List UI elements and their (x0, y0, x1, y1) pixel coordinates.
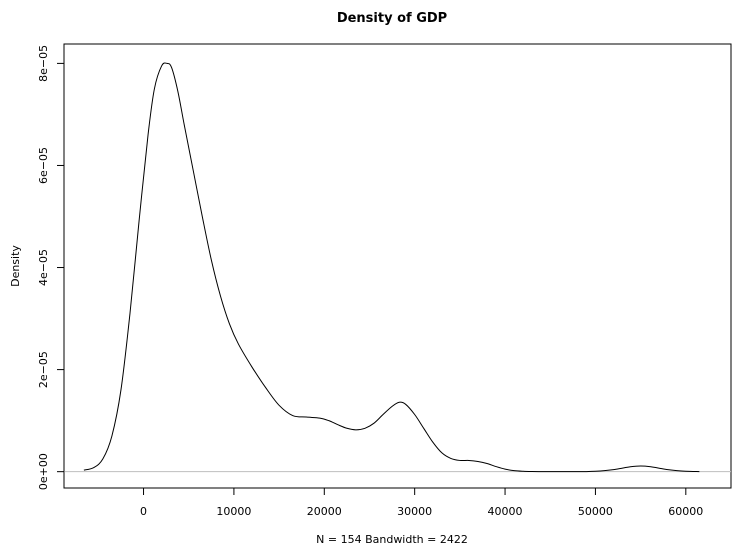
x-tick-label: 10000 (216, 505, 251, 518)
x-axis-label: N = 154 Bandwidth = 2422 (316, 533, 468, 546)
y-tick-label: 6e−05 (37, 147, 50, 184)
x-tick-label: 40000 (488, 505, 523, 518)
density-curve (83, 62, 700, 473)
x-tick-label: 20000 (307, 505, 342, 518)
x-tick-label: 0 (140, 505, 147, 518)
chart-title: Density of GDP (337, 11, 447, 26)
y-axis-label: Density (9, 245, 22, 287)
x-tick-label: 30000 (397, 505, 432, 518)
y-tick-label: 8e−05 (37, 45, 50, 82)
x-tick-label: 60000 (668, 505, 703, 518)
y-axis: 0e+00 2e−05 4e−05 6e−05 8e−05 (37, 45, 65, 490)
x-tick-label: 50000 (578, 505, 613, 518)
x-axis: 0 10000 20000 30000 40000 50000 60000 (140, 487, 703, 518)
y-tick-label: 0e+00 (37, 453, 50, 490)
y-tick-label: 4e−05 (37, 249, 50, 286)
y-tick-label: 2e−05 (37, 351, 50, 388)
plot-frame (63, 43, 732, 489)
